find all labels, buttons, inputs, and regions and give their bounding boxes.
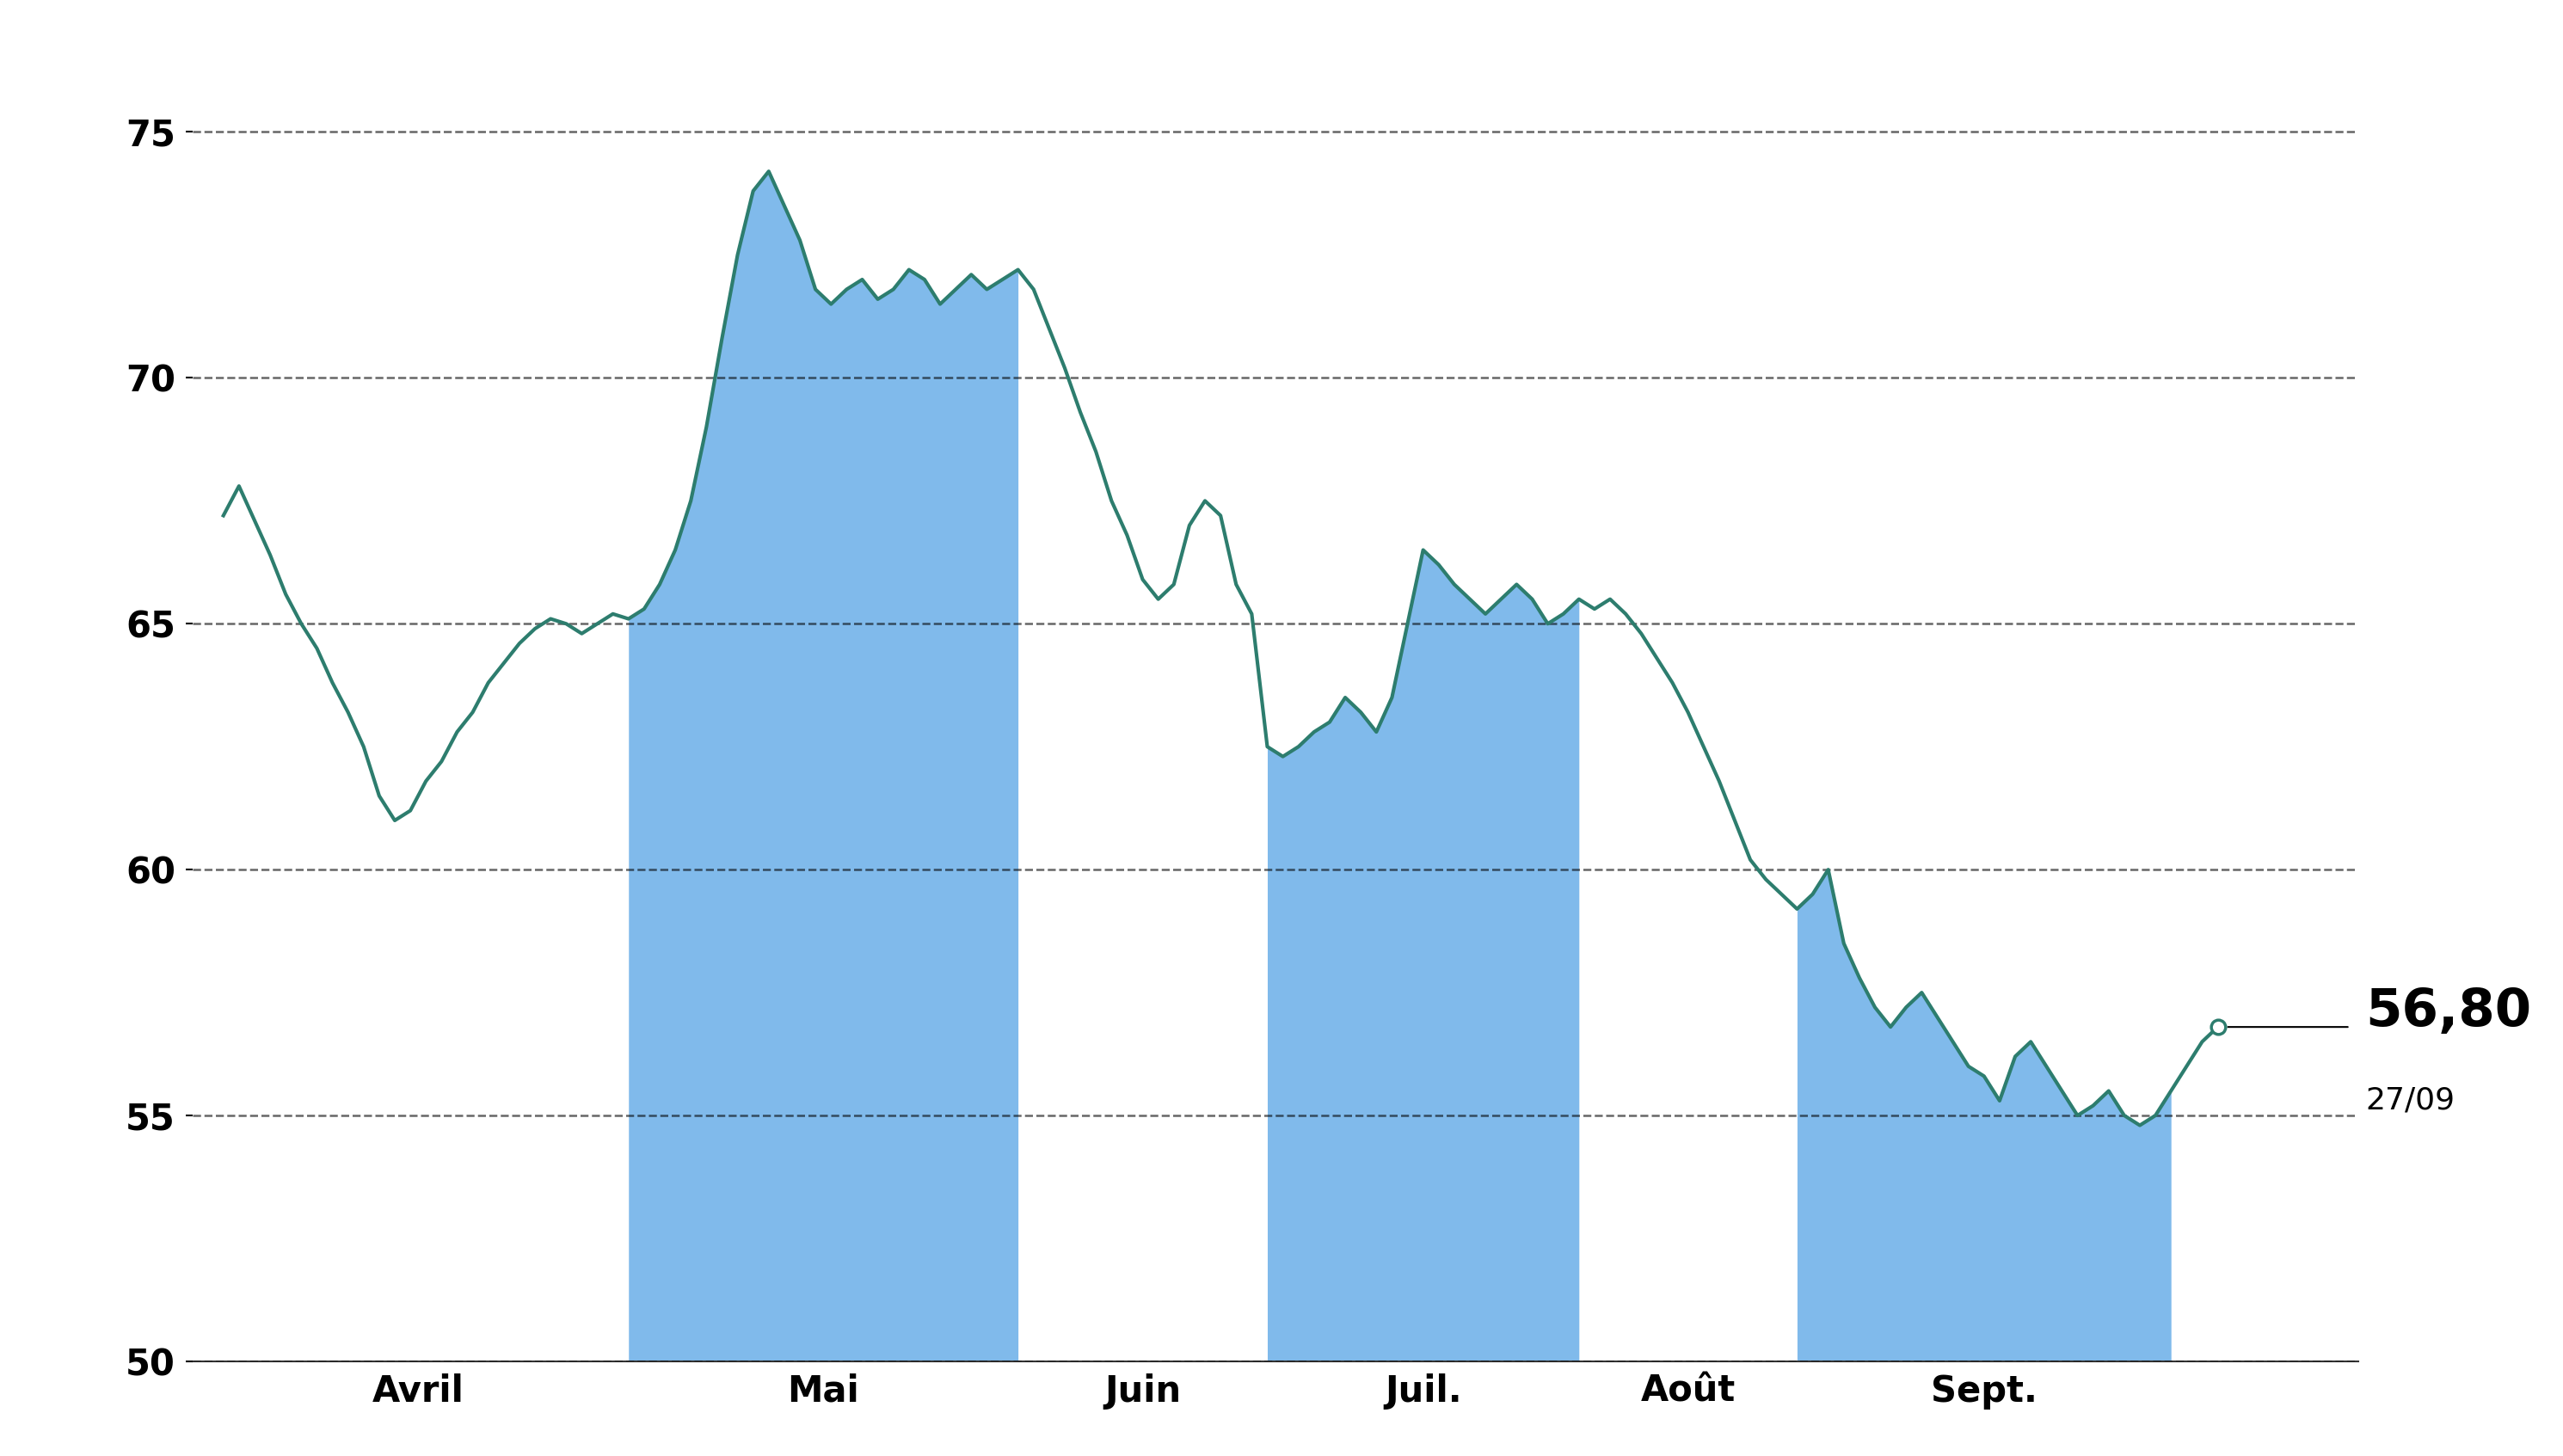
Text: 56,80: 56,80 [2366,987,2532,1038]
Text: Energiekontor AG: Energiekontor AG [853,17,1710,102]
Text: 27/09: 27/09 [2366,1086,2455,1115]
